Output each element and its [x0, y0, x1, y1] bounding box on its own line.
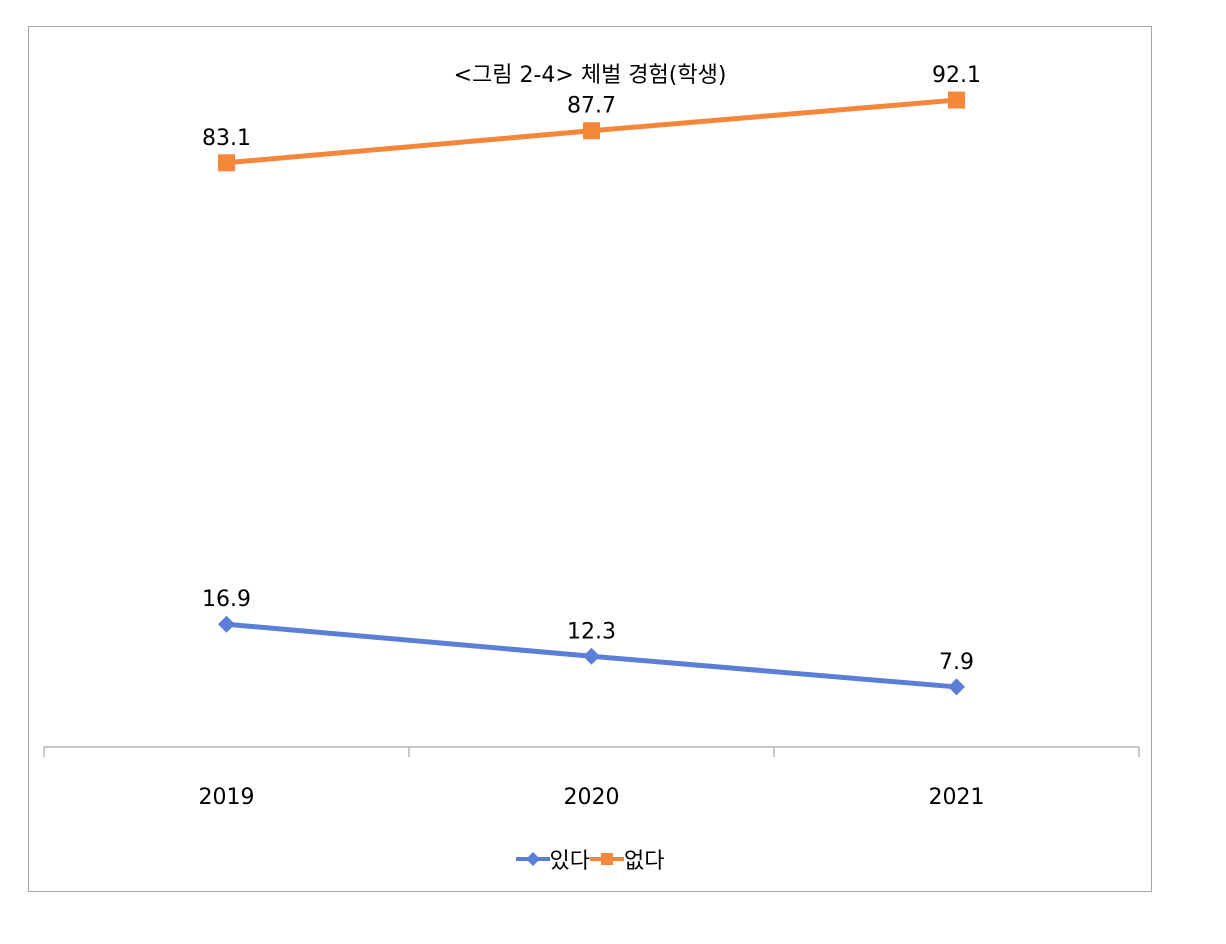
x-tick-label: 2020	[564, 785, 620, 810]
legend-item: 없다	[590, 843, 664, 875]
series-marker-diamond	[948, 678, 965, 696]
series-marker-diamond	[583, 647, 600, 665]
series-marker-square	[583, 122, 600, 140]
series-marker-square	[948, 91, 965, 109]
x-tick-label: 2019	[199, 785, 255, 810]
legend-swatch	[590, 853, 624, 865]
data-label: 12.3	[567, 619, 616, 644]
data-label: 87.7	[567, 94, 616, 119]
legend-swatch-marker	[601, 853, 613, 865]
legend-swatch	[515, 852, 550, 866]
data-label: 16.9	[202, 587, 251, 612]
chart-title: <그림 2-4> 체벌 경험(학생)	[453, 63, 727, 88]
legend-label: 없다	[624, 849, 665, 874]
plot-area: 2019 2020 2021 16.9 12.3 7.9 83.1 87.7 92.1	[43, 63, 1140, 810]
legend-label: 있다	[549, 849, 590, 874]
data-label: 92.1	[932, 63, 981, 88]
chart-frame: <그림 2-4> 체벌 경험(학생) 2019 2020 2021 16.9 12.3 7…	[28, 26, 1152, 892]
legend-item: 있다	[515, 843, 590, 875]
legend-swatch-marker	[525, 852, 540, 866]
data-label: 7.9	[939, 650, 974, 675]
x-tick-label: 2021	[929, 785, 985, 810]
legend: 있다 없다	[29, 843, 1151, 875]
data-label: 83.1	[202, 126, 251, 151]
series-marker-diamond	[218, 615, 235, 633]
series-marker-square	[218, 154, 235, 172]
